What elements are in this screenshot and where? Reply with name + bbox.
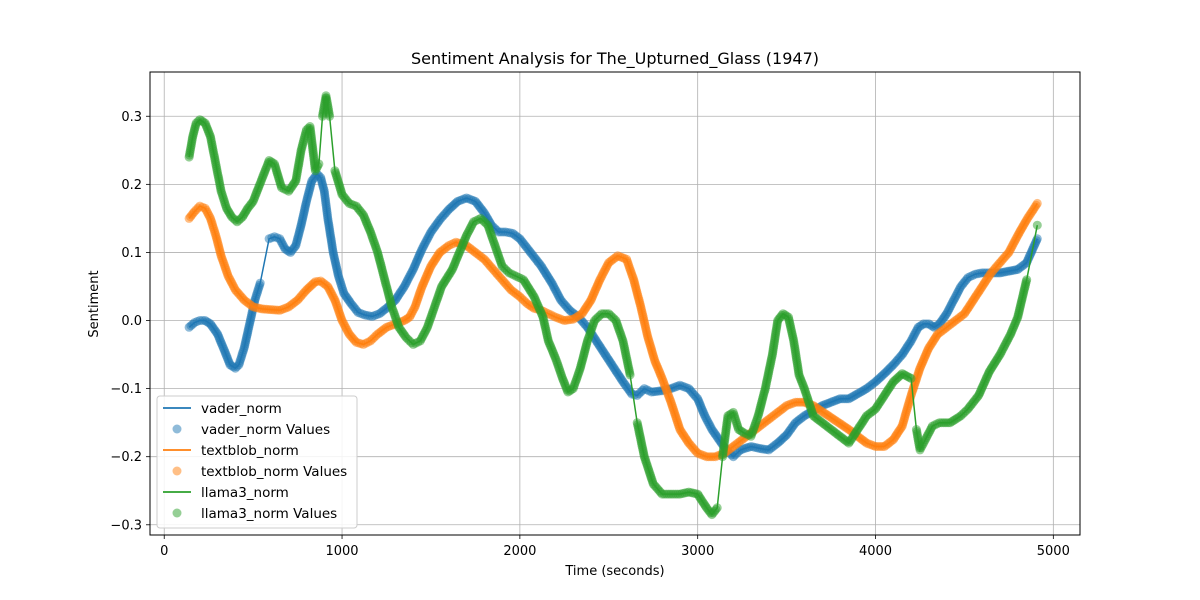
vader_norm-point [255, 278, 265, 288]
x-tick-label: 5000 [1037, 544, 1070, 559]
llama3_norm-point [325, 111, 335, 121]
llama3_norm-legend-marker [172, 508, 182, 518]
llama3_norm-point [1022, 275, 1032, 285]
textblob_norm-values-legend-label: textblob_norm Values [201, 464, 347, 480]
axis-ticks: 0 1000 2000 3000 4000 5000 −0.3 −0.2 −0.1 0.0 0.1 0… [110, 110, 1069, 559]
y-tick-label: −0.1 [110, 382, 142, 397]
textblob_norm-legend-label: textblob_norm [201, 443, 299, 459]
vader_norm-legend-marker [172, 424, 182, 434]
x-tick-label: 0 [160, 544, 168, 559]
textblob_norm-series [184, 198, 1042, 462]
llama3_norm-values-legend-label: llama3_norm Values [201, 506, 337, 522]
y-tick-label: 0.1 [121, 246, 142, 261]
y-tick-label: 0.3 [121, 110, 142, 125]
x-tick-label: 3000 [681, 544, 714, 559]
y-axis-label: Sentiment [87, 270, 102, 337]
x-tick-label: 2000 [503, 544, 536, 559]
y-tick-label: 0.2 [121, 178, 142, 193]
textblob_norm-legend-marker [172, 466, 182, 476]
textblob_norm-point [1032, 198, 1042, 208]
legend-box [156, 395, 358, 529]
axes-frame [149, 71, 1081, 536]
chart-title: Sentiment Analysis for The_Upturned_Glas… [411, 49, 819, 69]
y-tick-label: −0.2 [110, 450, 142, 465]
y-tick-label: −0.3 [110, 518, 142, 533]
llama3_norm-legend-label: llama3_norm [201, 485, 289, 501]
vader_norm-series [184, 169, 1042, 462]
llama3_norm-point [625, 370, 635, 380]
x-axis-label: Time (seconds) [564, 564, 664, 579]
llama3_norm-point [314, 159, 324, 169]
vader_norm-legend-label: vader_norm [201, 401, 282, 417]
llama3_norm-point [906, 373, 916, 383]
x-tick-label: 4000 [859, 544, 892, 559]
legend: vader_norm vader_norm Values textblob_norm… [156, 395, 358, 529]
y-tick-label: 0.0 [121, 314, 142, 329]
llama3_norm-series [184, 91, 1042, 520]
llama3_norm-point [712, 503, 722, 513]
plot-area [184, 91, 1042, 520]
llama3_norm-point [1032, 220, 1042, 230]
vader_norm-values-legend-label: vader_norm Values [201, 422, 330, 438]
x-tick-label: 1000 [325, 544, 358, 559]
